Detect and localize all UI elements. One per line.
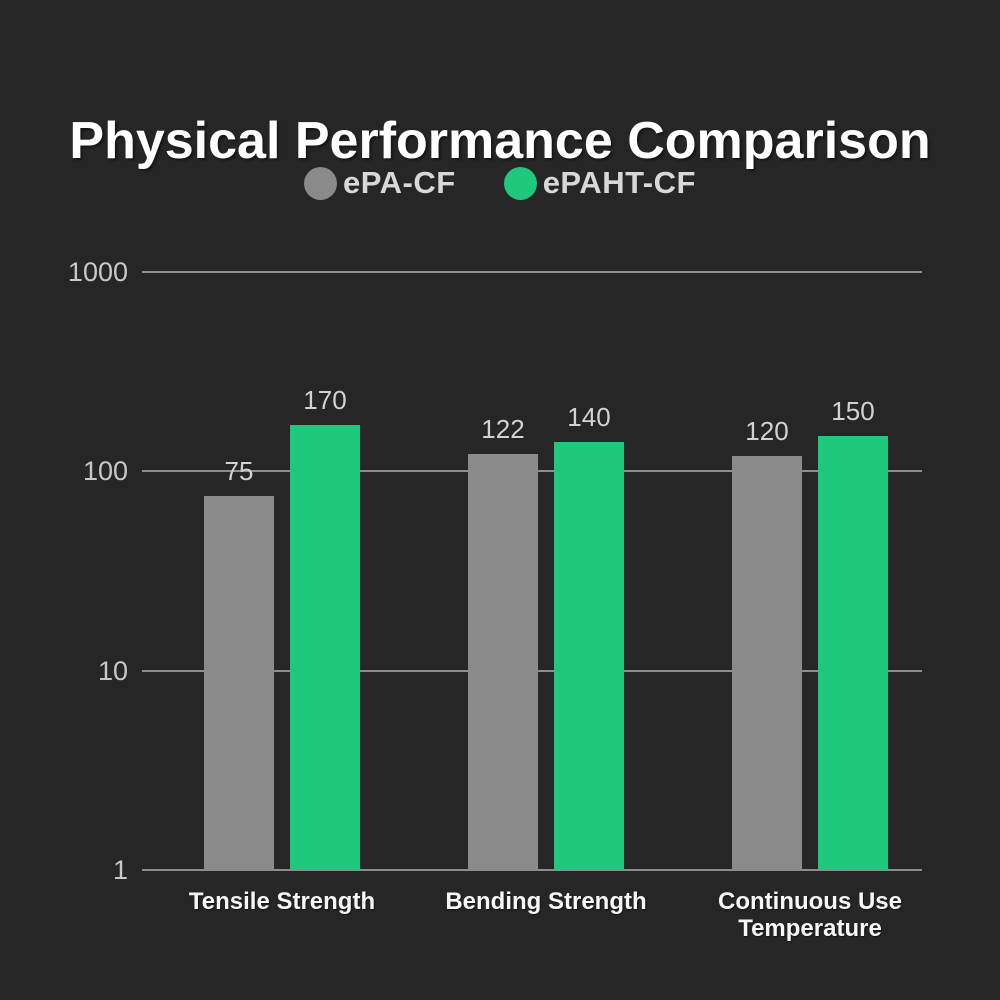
bar-value-label: 120 [745, 415, 789, 446]
bar-value-label: 140 [567, 402, 611, 433]
bar-epa-cf [204, 496, 274, 870]
category-label: Tensile Strength [188, 888, 376, 915]
bar-epaht-cf [290, 425, 360, 870]
y-tick-label: 1 [112, 855, 128, 885]
legend-label-epa-cf: ePA-CF [343, 165, 456, 200]
bar-epa-cf [732, 455, 802, 870]
y-tick-label: 1000 [67, 257, 128, 287]
legend: ePA-CF ePAHT-CF [0, 162, 1000, 204]
bar-epaht-cf [818, 436, 888, 870]
bar-value-label: 150 [831, 396, 875, 427]
y-gridline [142, 271, 922, 273]
y-gridline [142, 869, 922, 871]
y-tick-label: 100 [82, 456, 128, 487]
chart-title: Physical Performance Comparison [69, 111, 931, 170]
legend-label-epaht-cf: ePAHT-CF [542, 165, 696, 200]
bar-epaht-cf [554, 442, 624, 870]
legend-item-epa-cf: ePA-CF [304, 165, 456, 201]
bar-value-label: 170 [303, 385, 347, 416]
legend-dot-green-icon [503, 166, 537, 200]
y-tick-label: 10 [97, 655, 128, 686]
bar-value-label: 122 [481, 414, 525, 445]
category-label: Bending Strength [445, 888, 647, 915]
bar-value-label: 75 [224, 456, 254, 487]
bar-epa-cf [468, 454, 538, 870]
legend-dot-gray-icon [304, 166, 338, 200]
legend-item-epaht-cf: ePAHT-CF [503, 165, 696, 201]
category-label: Continuous Use Temperature [718, 888, 902, 942]
